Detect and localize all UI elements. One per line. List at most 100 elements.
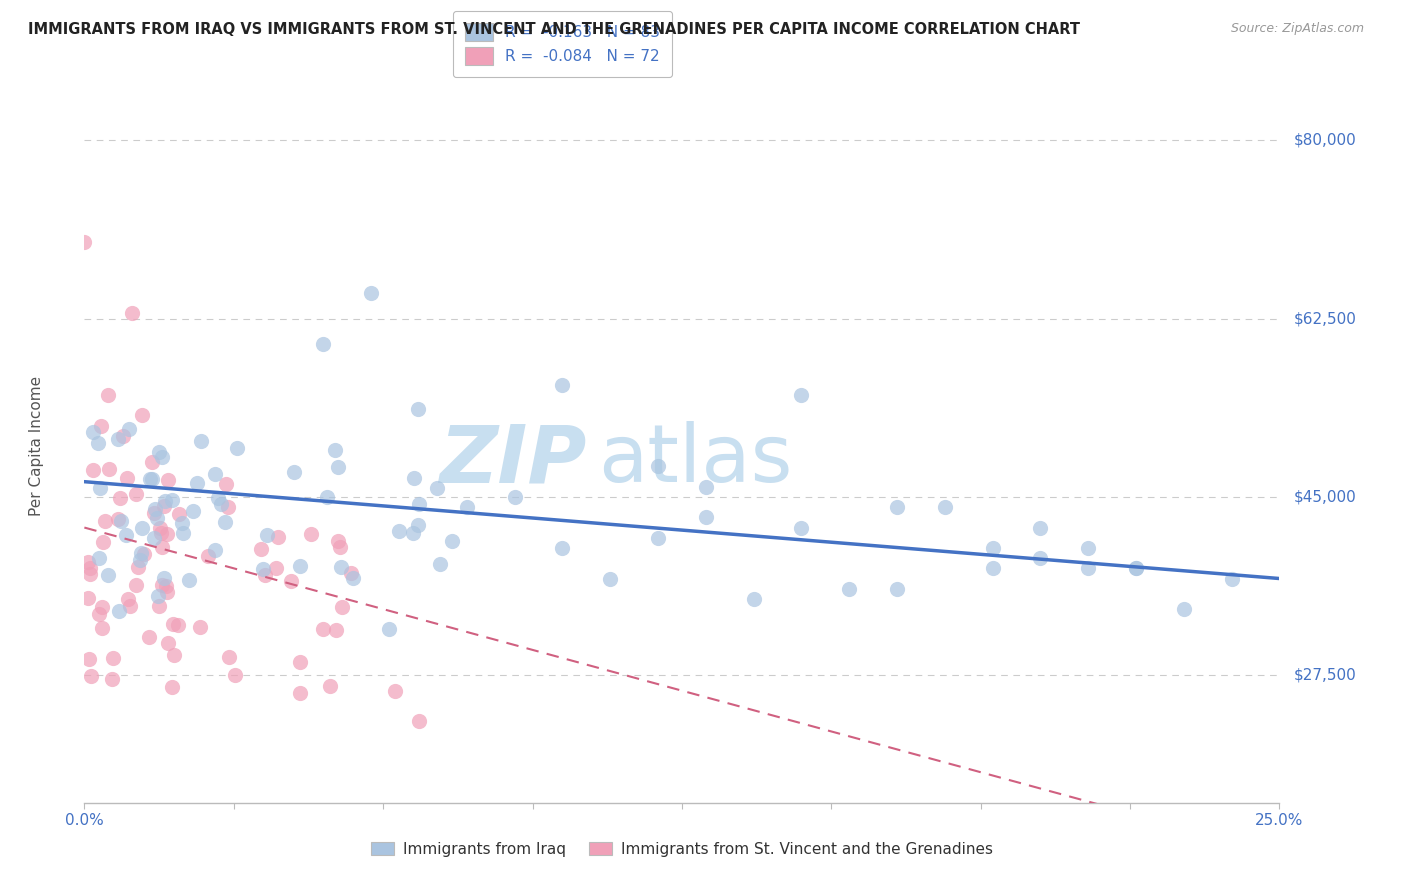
Point xyxy=(226,442,249,456)
Point xyxy=(150,577,173,591)
Point xyxy=(156,527,179,541)
Point xyxy=(142,506,165,520)
Point xyxy=(426,481,449,495)
Point xyxy=(162,493,184,508)
Point xyxy=(118,599,141,613)
Point xyxy=(190,434,212,449)
Point xyxy=(406,402,429,417)
Point xyxy=(150,526,173,541)
Point xyxy=(179,573,201,587)
Point xyxy=(981,541,1004,555)
Point xyxy=(456,500,478,515)
Point xyxy=(214,515,236,529)
Point xyxy=(319,679,342,693)
Point xyxy=(156,585,179,599)
Text: $62,500: $62,500 xyxy=(1294,311,1357,326)
Point xyxy=(150,450,173,465)
Point xyxy=(378,622,401,636)
Point xyxy=(76,555,98,569)
Point xyxy=(551,377,574,392)
Point xyxy=(408,714,430,729)
Point xyxy=(79,561,101,575)
Point xyxy=(934,500,956,515)
Point xyxy=(402,471,425,485)
Point xyxy=(148,445,170,459)
Point xyxy=(121,306,143,320)
Point xyxy=(197,549,219,564)
Point xyxy=(742,591,765,606)
Point xyxy=(87,436,110,450)
Point xyxy=(402,526,425,541)
Text: IMMIGRANTS FROM IRAQ VS IMMIGRANTS FROM ST. VINCENT AND THE GRENADINES PER CAPIT: IMMIGRANTS FROM IRAQ VS IMMIGRANTS FROM … xyxy=(28,22,1080,37)
Point xyxy=(115,471,138,485)
Point xyxy=(207,491,229,506)
Point xyxy=(280,574,302,589)
Text: atlas: atlas xyxy=(599,421,793,500)
Point xyxy=(181,504,204,518)
Point xyxy=(647,531,669,545)
Point xyxy=(339,566,361,581)
Point xyxy=(1029,520,1052,534)
Point xyxy=(406,517,429,532)
Point xyxy=(790,520,813,534)
Point xyxy=(80,669,103,683)
Point xyxy=(118,422,141,436)
Point xyxy=(316,490,339,504)
Point xyxy=(312,623,335,637)
Point xyxy=(141,455,163,469)
Point xyxy=(153,494,176,508)
Point xyxy=(981,561,1004,575)
Point xyxy=(128,553,150,567)
Point xyxy=(97,388,120,402)
Point xyxy=(76,591,98,605)
Point xyxy=(89,551,111,566)
Point xyxy=(129,546,152,560)
Legend: Immigrants from Iraq, Immigrants from St. Vincent and the Grenadines: Immigrants from Iraq, Immigrants from St… xyxy=(364,836,1000,863)
Point xyxy=(131,408,153,422)
Point xyxy=(264,561,287,575)
Point xyxy=(267,530,290,544)
Point xyxy=(97,568,120,582)
Point xyxy=(695,510,717,524)
Point xyxy=(256,528,278,542)
Point xyxy=(169,507,191,521)
Point xyxy=(790,388,813,402)
Point xyxy=(157,636,180,650)
Point xyxy=(1125,561,1147,575)
Point xyxy=(328,533,350,548)
Point xyxy=(429,557,451,571)
Point xyxy=(138,630,160,644)
Point xyxy=(73,235,96,249)
Point xyxy=(209,497,232,511)
Point xyxy=(551,541,574,555)
Point xyxy=(215,476,238,491)
Point xyxy=(153,500,176,514)
Text: $45,000: $45,000 xyxy=(1294,490,1357,505)
Point xyxy=(101,672,124,686)
Point xyxy=(503,490,526,504)
Point xyxy=(204,542,226,557)
Text: Source: ZipAtlas.com: Source: ZipAtlas.com xyxy=(1230,22,1364,36)
Point xyxy=(408,497,430,511)
Text: $27,500: $27,500 xyxy=(1294,668,1357,683)
Point xyxy=(107,604,129,618)
Point xyxy=(124,487,146,501)
Point xyxy=(162,617,184,632)
Point xyxy=(89,607,111,622)
Point xyxy=(131,521,153,535)
Point xyxy=(107,511,129,525)
Point xyxy=(139,472,162,486)
Point xyxy=(252,562,274,576)
Point xyxy=(218,650,240,665)
Point xyxy=(1029,551,1052,566)
Point xyxy=(325,623,347,637)
Point xyxy=(91,621,114,635)
Point xyxy=(107,432,129,446)
Point xyxy=(299,526,322,541)
Point xyxy=(188,620,211,634)
Point xyxy=(82,463,104,477)
Point xyxy=(253,567,276,582)
Point xyxy=(599,572,621,586)
Text: $80,000: $80,000 xyxy=(1294,133,1357,148)
Point xyxy=(1077,541,1099,555)
